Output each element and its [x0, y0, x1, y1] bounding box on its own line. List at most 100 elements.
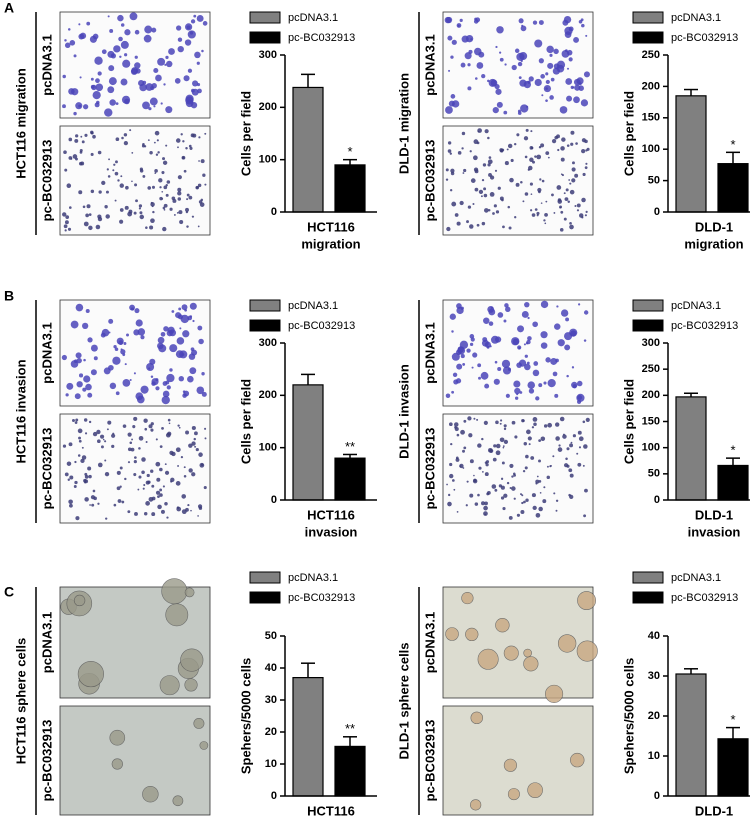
cell — [147, 139, 150, 141]
cell — [155, 461, 161, 467]
cell — [143, 511, 148, 516]
cell — [73, 359, 78, 364]
cell — [139, 214, 145, 220]
legend-label: pcDNA3.1 — [671, 572, 721, 584]
cell — [92, 91, 101, 100]
cell — [178, 307, 182, 311]
cell — [532, 20, 538, 25]
cell — [138, 475, 142, 479]
cell — [112, 169, 115, 172]
cell — [577, 430, 582, 435]
sphere — [477, 648, 499, 670]
cell — [96, 429, 101, 435]
cell — [524, 363, 531, 371]
cell — [175, 312, 182, 319]
cell — [518, 346, 521, 350]
cell — [181, 509, 187, 515]
cell — [584, 166, 588, 170]
significance: * — [730, 443, 735, 458]
y-tick-label: 200 — [642, 80, 660, 92]
cell — [65, 215, 70, 219]
micrograph — [59, 413, 211, 524]
cell — [559, 106, 568, 114]
cell — [446, 483, 448, 486]
cell — [175, 138, 181, 143]
cell — [505, 306, 511, 313]
legend-label: pc-BC032913 — [288, 592, 355, 604]
cell — [82, 387, 87, 392]
cell — [483, 511, 488, 516]
cell — [106, 168, 109, 171]
legend-label: pcDNA3.1 — [671, 12, 721, 24]
cell — [570, 441, 573, 444]
image-row-label: pc-BC032913 — [422, 428, 437, 510]
cell — [586, 147, 590, 151]
cell — [78, 161, 83, 166]
cell — [196, 61, 200, 65]
cell — [188, 195, 193, 200]
cell — [569, 222, 572, 225]
cell — [557, 339, 565, 347]
cell — [142, 80, 147, 85]
cell — [569, 182, 572, 185]
cell — [523, 80, 532, 89]
cell — [534, 39, 543, 48]
cell — [525, 498, 529, 502]
cell — [90, 369, 97, 376]
cell — [476, 62, 484, 69]
cell — [194, 431, 198, 436]
significance: ** — [345, 439, 355, 454]
image-row-label: pcDNA3.1 — [39, 322, 54, 383]
cell — [527, 168, 530, 171]
cell — [104, 205, 108, 209]
cell — [543, 486, 546, 489]
cell — [84, 497, 89, 502]
panel-label: B — [4, 288, 14, 304]
cell — [520, 25, 527, 32]
cell — [525, 454, 529, 459]
cell — [104, 471, 110, 477]
cell — [143, 418, 148, 423]
cell — [116, 470, 121, 475]
cell — [168, 48, 175, 55]
x-axis-label: DLD-1 — [695, 803, 733, 818]
bar — [717, 464, 749, 501]
cell — [73, 485, 77, 488]
cell — [504, 303, 509, 308]
cell — [455, 378, 462, 384]
y-tick-label: 10 — [265, 758, 277, 770]
cell — [73, 54, 77, 58]
sphere — [503, 758, 517, 772]
cell — [569, 443, 574, 448]
y-tick-label: 50 — [648, 468, 660, 480]
cell — [500, 419, 503, 422]
cell — [473, 19, 479, 24]
sphere — [184, 587, 195, 598]
cell — [188, 468, 193, 473]
cell — [582, 464, 585, 467]
cell — [139, 211, 143, 215]
cell — [165, 193, 169, 197]
cell — [74, 138, 79, 143]
cell — [68, 156, 73, 160]
cell — [159, 488, 163, 492]
cell — [78, 439, 82, 443]
cell — [579, 213, 584, 218]
cell — [68, 442, 73, 447]
cell — [127, 211, 133, 217]
cell — [487, 136, 490, 140]
cell — [451, 390, 455, 394]
cell — [511, 64, 517, 71]
cell — [65, 393, 69, 397]
cell — [517, 325, 525, 333]
cell — [555, 509, 558, 512]
cell — [204, 183, 207, 186]
cell — [564, 49, 568, 52]
cell — [154, 169, 158, 173]
cell — [90, 130, 94, 135]
sphere — [193, 717, 205, 729]
cell — [493, 444, 497, 448]
cell — [191, 472, 196, 477]
cell — [191, 425, 196, 431]
cell — [499, 57, 504, 62]
